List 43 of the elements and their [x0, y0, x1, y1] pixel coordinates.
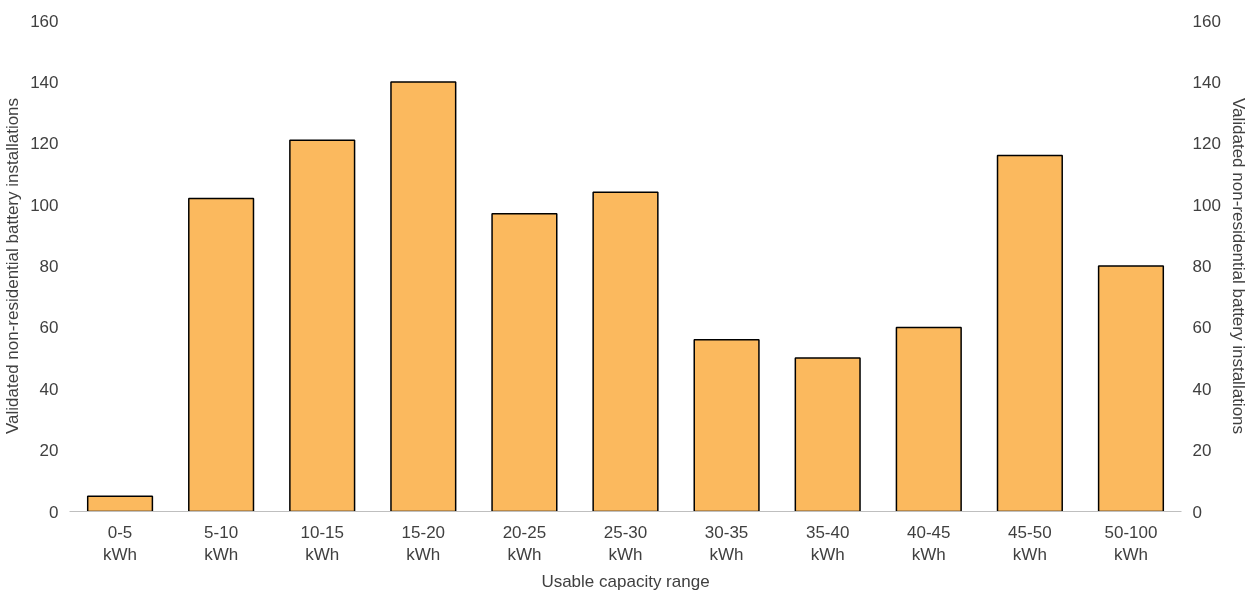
bar [491, 213, 558, 512]
x-tick-label: 35-40 kWh [805, 522, 850, 565]
x-tick-label: 40-45 kWh [907, 522, 951, 565]
y2-tick-label: 0 [1192, 502, 1202, 522]
x-tick-label: 45-50 kWh [1008, 522, 1052, 565]
x-tick-label: 15-20 kWh [401, 522, 446, 565]
y-tick-label: 140 [30, 72, 59, 92]
y2-tick-label: 160 [1192, 11, 1221, 31]
y-tick-label: 120 [30, 134, 59, 154]
x-tick-label: 25-30 kWh [603, 522, 648, 565]
x-tick-label: 50-100 kWh [1104, 522, 1158, 565]
y-tick-label: 100 [30, 195, 59, 215]
y2-tick-label: 140 [1192, 72, 1221, 92]
bar [592, 191, 659, 512]
x-tick-label: 5-10 kWh [204, 522, 239, 565]
x-tick-label: 0-5 kWh [103, 522, 138, 565]
x-tick-label: 20-25 kWh [502, 522, 547, 565]
y2-tick-label: 60 [1192, 318, 1212, 338]
y-tick-label: 80 [39, 257, 59, 276]
bar [188, 197, 255, 512]
y2-tick-label: 40 [1192, 379, 1212, 399]
bar [996, 154, 1063, 512]
y2-tick-label: 100 [1192, 195, 1221, 215]
y2-tick-label: 20 [1192, 441, 1212, 461]
y-tick-label: 40 [39, 379, 59, 399]
bar [86, 495, 154, 512]
bar [693, 338, 760, 512]
y-axis-title: Validated non-residential battery installations [3, 97, 23, 435]
y-tick-label: 0 [49, 502, 59, 522]
bar [1097, 265, 1165, 512]
x-tick-label: 30-35 kWh [704, 522, 749, 565]
bar [895, 326, 962, 512]
x-axis-title: Usable capacity range [541, 572, 710, 592]
bar [289, 139, 356, 512]
y2-tick-label: 120 [1192, 134, 1221, 154]
x-tick-label: 10-15 kWh [300, 522, 344, 565]
y2-tick-label: 80 [1192, 257, 1212, 276]
bar [794, 357, 861, 512]
bar [390, 81, 457, 512]
y-tick-label: 160 [30, 11, 59, 31]
y-tick-label: 20 [39, 441, 59, 461]
y-tick-label: 60 [39, 318, 59, 338]
y2-axis-title: Validated non-residential battery installations [1228, 97, 1248, 435]
